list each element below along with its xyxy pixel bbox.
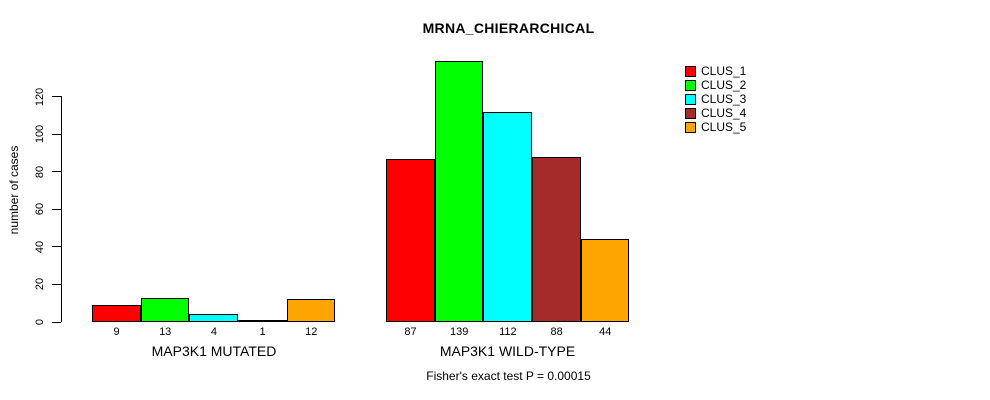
legend-item-label: CLUS_4 bbox=[701, 106, 747, 120]
y-axis-tick bbox=[52, 321, 61, 323]
bar-clus_2-group2 bbox=[434, 61, 484, 322]
legend-item-clus_2: CLUS_2 bbox=[685, 78, 746, 92]
bar-value-label: 139 bbox=[450, 326, 469, 338]
legend-item-clus_5: CLUS_5 bbox=[685, 120, 746, 134]
y-axis-tick bbox=[52, 171, 61, 173]
y-axis-tick bbox=[52, 208, 61, 210]
legend-item-clus_4: CLUS_4 bbox=[685, 106, 746, 120]
bar-value-label: 44 bbox=[599, 326, 612, 338]
y-axis-tick bbox=[52, 133, 61, 135]
bar-value-label: 13 bbox=[159, 326, 172, 338]
bar-value-label: 1 bbox=[259, 326, 266, 338]
y-axis-tick bbox=[52, 246, 61, 248]
y-axis-tick-label: 20 bbox=[34, 278, 46, 291]
y-axis-tick-label: 120 bbox=[34, 87, 46, 106]
y-axis-tick-label: 0 bbox=[34, 318, 46, 326]
legend-item-clus_1: CLUS_1 bbox=[685, 64, 746, 78]
bar-clus_3-group1 bbox=[189, 314, 239, 322]
legend-swatch-clus_4 bbox=[685, 107, 696, 119]
bar-value-label: 88 bbox=[550, 326, 563, 338]
bar-value-label: 9 bbox=[113, 326, 120, 338]
y-axis-tick bbox=[52, 96, 61, 98]
bar-value-label: 12 bbox=[305, 326, 318, 338]
bar-clus_4-group2 bbox=[532, 156, 581, 322]
legend-item-label: CLUS_1 bbox=[701, 64, 747, 78]
y-axis-tick-label: 80 bbox=[34, 165, 46, 178]
bar-clus_5-group2 bbox=[580, 239, 630, 322]
y-axis-tick bbox=[52, 283, 61, 285]
legend-item-clus_3: CLUS_3 bbox=[685, 92, 746, 106]
legend-swatch-clus_5 bbox=[685, 121, 696, 133]
legend-swatch-clus_1 bbox=[685, 65, 696, 77]
legend-item-label: CLUS_5 bbox=[701, 120, 747, 134]
y-axis-tick-label: 60 bbox=[34, 203, 46, 216]
chart-title: MRNA_CHIERARCHICAL bbox=[422, 20, 595, 36]
legend-swatch-clus_2 bbox=[685, 79, 696, 91]
group-label-map3k1-wild-type: MAP3K1 WILD-TYPE bbox=[439, 343, 576, 359]
bar-clus_2-group1 bbox=[140, 297, 190, 322]
y-axis-tick-label: 40 bbox=[34, 240, 46, 254]
fisher-test-annotation: Fisher's exact test P = 0.00015 bbox=[426, 369, 591, 383]
y-axis-label: number of cases bbox=[7, 145, 21, 235]
group-label-map3k1-mutated: MAP3K1 MUTATED bbox=[151, 343, 277, 359]
bar-clus_1-group2 bbox=[386, 158, 435, 322]
bar-clus_4-group1 bbox=[238, 320, 287, 322]
y-axis-line bbox=[61, 96, 62, 322]
bar-value-label: 87 bbox=[404, 326, 417, 338]
legend-item-label: CLUS_2 bbox=[701, 78, 747, 92]
legend-item-label: CLUS_3 bbox=[701, 92, 747, 106]
bar-clus_3-group2 bbox=[483, 111, 533, 322]
y-axis-tick-label: 100 bbox=[34, 125, 46, 144]
bar-value-label: 4 bbox=[210, 326, 217, 338]
bar-clus_1-group1 bbox=[92, 305, 141, 322]
bar-clus_5-group1 bbox=[286, 299, 336, 322]
bar-value-label: 112 bbox=[499, 326, 517, 338]
legend-swatch-clus_3 bbox=[685, 93, 696, 105]
legend: CLUS_1 CLUS_2 CLUS_3 CLUS_4 CLUS_5 bbox=[685, 64, 746, 134]
